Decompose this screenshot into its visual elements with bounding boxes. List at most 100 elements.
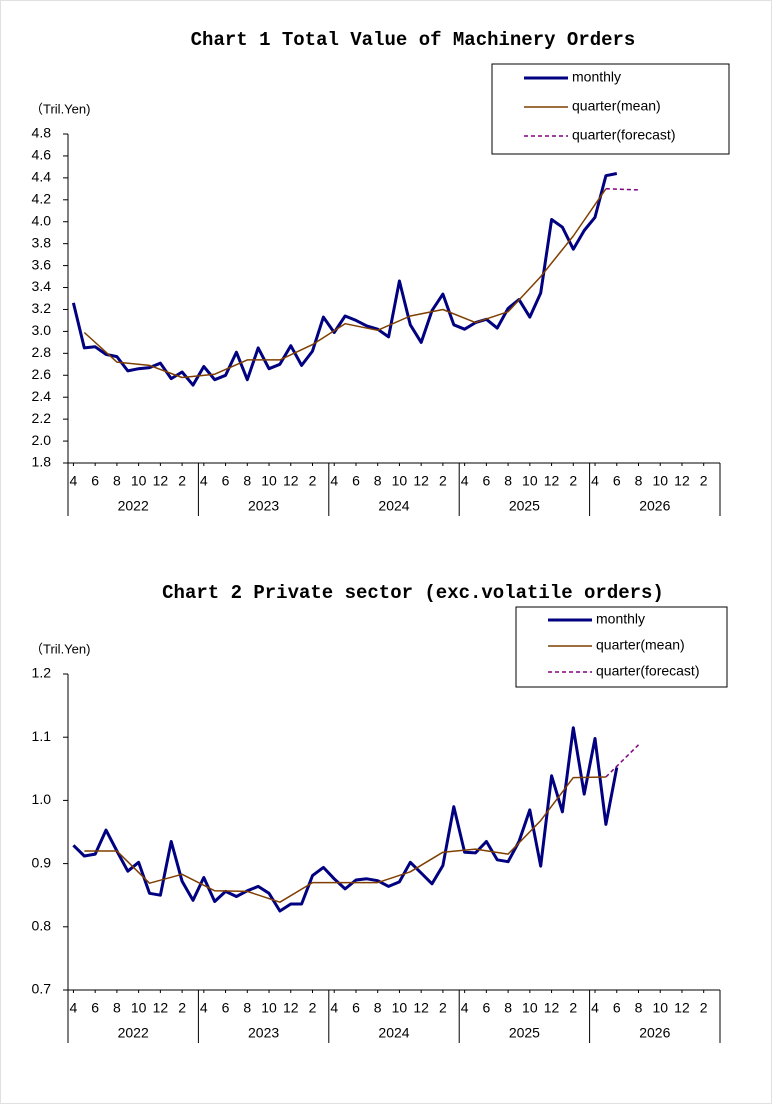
x-tick-label: 4 [200,473,208,489]
year-label: 2026 [639,498,670,514]
year-label: 2022 [118,1025,149,1041]
x-tick-label: 10 [652,1000,668,1016]
x-tick-label: 2 [178,1000,186,1016]
x-tick-label: 12 [153,473,169,489]
x-tick-label: 12 [413,473,429,489]
y-tick-label: 0.8 [32,918,52,934]
series-line [605,188,639,191]
x-tick-label: 12 [283,473,299,489]
legend-label: monthly [596,611,645,627]
legend-label: quarter(mean) [572,98,661,114]
x-tick-label: 8 [113,1000,121,1016]
x-tick-label: 10 [131,1000,147,1016]
x-tick-label: 4 [461,473,469,489]
x-tick-label: 10 [522,1000,538,1016]
x-tick-label: 2 [700,1000,708,1016]
x-tick-label: 4 [200,1000,208,1016]
y-tick-label: 0.7 [32,981,52,997]
year-label: 2025 [509,498,540,514]
x-tick-label: 8 [635,473,643,489]
chart-title: Chart 1 Total Value of Machinery Orders [191,29,636,51]
series-line [605,744,640,778]
unit-label: （Tril.Yen) [30,641,90,656]
y-tick-label: 2.6 [32,366,52,382]
x-tick-label: 4 [70,473,78,489]
y-tick-label: 1.0 [32,791,52,807]
x-tick-label: 10 [392,1000,408,1016]
x-tick-label: 2 [569,1000,577,1016]
x-tick-label: 8 [113,473,121,489]
x-tick-label: 6 [352,1000,360,1016]
x-tick-label: 6 [482,1000,490,1016]
x-tick-label: 8 [504,473,512,489]
x-tick-label: 4 [330,473,338,489]
y-tick-label: 4.2 [32,191,52,207]
x-tick-label: 2 [700,473,708,489]
x-tick-label: 4 [330,1000,338,1016]
x-tick-label: 2 [178,473,186,489]
year-label: 2024 [378,1025,409,1041]
y-tick-label: 2.4 [32,388,52,404]
unit-label: （Tril.Yen) [30,101,90,116]
year-label: 2023 [248,498,279,514]
x-tick-label: 8 [374,1000,382,1016]
x-tick-label: 10 [522,473,538,489]
x-tick-label: 10 [392,473,408,489]
year-label: 2023 [248,1025,279,1041]
series-line [71,172,618,387]
series-line [83,188,607,379]
x-tick-label: 8 [635,1000,643,1016]
x-tick-label: 8 [243,1000,251,1016]
x-tick-label: 2 [439,1000,447,1016]
y-tick-label: 0.9 [32,854,52,870]
y-tick-label: 1.2 [32,665,52,681]
legend-label: quarter(mean) [596,637,685,653]
x-tick-label: 12 [283,1000,299,1016]
y-tick-label: 1.1 [32,728,52,744]
x-tick-label: 4 [591,1000,599,1016]
x-tick-label: 12 [544,473,560,489]
x-tick-label: 2 [309,473,317,489]
y-tick-label: 4.6 [32,147,52,163]
x-tick-label: 8 [243,473,251,489]
x-tick-label: 6 [222,1000,230,1016]
x-tick-label: 6 [91,1000,99,1016]
y-tick-label: 1.8 [32,454,52,470]
y-tick-label: 4.8 [32,125,52,141]
year-label: 2025 [509,1025,540,1041]
y-tick-label: 4.4 [32,169,52,185]
x-tick-label: 6 [91,473,99,489]
x-tick-label: 2 [569,473,577,489]
year-label: 2026 [639,1025,670,1041]
x-tick-label: 6 [222,473,230,489]
legend-label: quarter(forecast) [596,663,699,679]
x-tick-label: 2 [309,1000,317,1016]
legend-label: quarter(forecast) [572,127,675,143]
chart-title: Chart 2 Private sector (exc.volatile ord… [162,582,664,604]
x-tick-label: 12 [674,1000,690,1016]
x-tick-label: 10 [652,473,668,489]
year-label: 2024 [378,498,409,514]
x-tick-label: 12 [674,473,690,489]
x-tick-label: 10 [261,473,277,489]
series-line [84,776,606,903]
y-tick-label: 3.6 [32,256,52,272]
x-tick-label: 8 [504,1000,512,1016]
legend-label: monthly [572,69,621,85]
x-tick-label: 8 [374,473,382,489]
y-tick-label: 2.2 [32,410,52,426]
x-tick-label: 6 [613,1000,621,1016]
x-tick-label: 4 [461,1000,469,1016]
x-tick-label: 10 [261,1000,277,1016]
series-line [72,726,619,913]
x-tick-label: 10 [131,473,147,489]
y-tick-label: 2.0 [32,432,52,448]
y-tick-label: 2.8 [32,344,52,360]
x-tick-label: 2 [439,473,447,489]
x-tick-label: 4 [591,473,599,489]
y-tick-label: 4.0 [32,212,52,228]
x-tick-label: 12 [153,1000,169,1016]
x-tick-label: 6 [482,473,490,489]
